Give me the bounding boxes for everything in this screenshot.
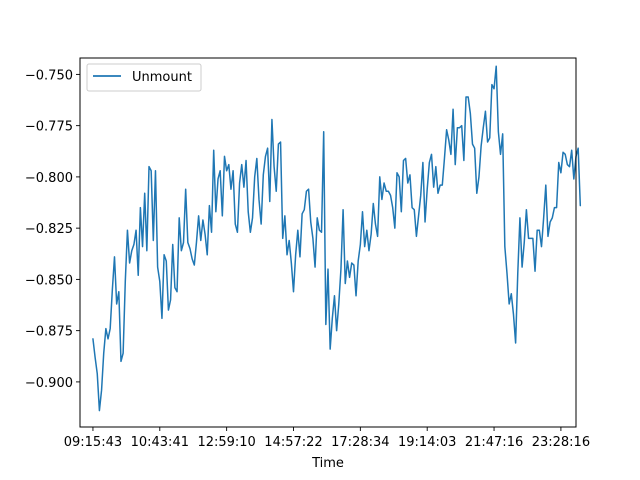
legend-box bbox=[86, 63, 202, 92]
series-layer bbox=[92, 65, 582, 412]
legend-entry-unmount: Unmount bbox=[132, 70, 192, 85]
y-tick-label: −0.750 bbox=[25, 68, 73, 83]
x-tick-label: 12:59:10 bbox=[197, 435, 255, 450]
y-tick-label: −0.850 bbox=[25, 273, 73, 288]
y-tick-label: −0.875 bbox=[25, 325, 73, 340]
plot-area bbox=[80, 58, 576, 427]
y-axis-ticks: −0.900 −0.875 −0.850 −0.825 −0.800 −0.775 −0.7… bbox=[25, 68, 80, 391]
x-tick-label: 21:47:16 bbox=[465, 435, 523, 450]
x-axis-ticks: 09:15:43 10:43:41 12:59:10 14:57:22 17:28:34… bbox=[64, 427, 590, 450]
y-tick-label: −0.800 bbox=[25, 171, 73, 186]
x-tick-label: 14:57:22 bbox=[264, 435, 322, 450]
y-tick-label: −0.775 bbox=[25, 120, 73, 135]
axes-frame bbox=[79, 57, 577, 428]
legend: Unmount bbox=[86, 63, 202, 92]
y-tick-label: −0.825 bbox=[25, 222, 73, 237]
series-line-unmount bbox=[92, 65, 582, 412]
x-tick-label: 17:28:34 bbox=[331, 435, 389, 450]
x-axis-label: Time bbox=[311, 456, 344, 471]
x-tick-label: 09:15:43 bbox=[64, 435, 122, 450]
y-tick-label: −0.900 bbox=[25, 376, 73, 391]
x-tick-label: 10:43:41 bbox=[131, 435, 189, 450]
x-tick-label: 23:28:16 bbox=[532, 435, 590, 450]
x-tick-label: 19:14:03 bbox=[398, 435, 456, 450]
